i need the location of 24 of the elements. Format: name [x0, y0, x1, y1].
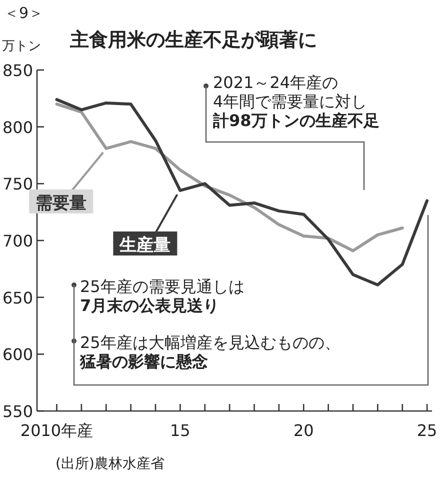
y-tick-label: 850 [2, 61, 33, 80]
annotation: 25年産の需要見通しは [80, 277, 244, 296]
text: (出所)農林水産省 [56, 456, 164, 472]
x-tick-label: 20 [293, 421, 314, 440]
chart-title: 主食用米の生産不足が顕著に [69, 29, 317, 51]
y-tick-label: 800 [2, 118, 33, 137]
legend-label: 生産量 [118, 235, 171, 256]
annotation: 25年産は大幅増産を見込むものの、 [80, 333, 340, 352]
x-tick-label: 15 [170, 421, 190, 440]
annotation: 7月末の公表見送り [80, 296, 220, 315]
annotation: 2021～24年産の [213, 73, 338, 92]
annotation: 4年間で需要量に対し [213, 92, 368, 111]
annotation: 猛暑の影響に懸念 [79, 352, 208, 371]
y-tick-label: 650 [2, 288, 33, 308]
y-tick-label: 700 [2, 232, 33, 250]
y-tick-label: 600 [2, 345, 33, 364]
annotation: 計98万トンの生産不足 [212, 111, 380, 130]
x-tick-label: 2010年産 [20, 421, 94, 440]
legend-label: 需要量 [36, 193, 87, 214]
y-tick-label: 750 [2, 174, 33, 194]
x-tick-label: 25 [416, 421, 438, 440]
y-tick-label: 550 [2, 402, 33, 421]
text: ＜9＞ [4, 4, 44, 22]
y-axis-title: 万トン [2, 39, 41, 54]
